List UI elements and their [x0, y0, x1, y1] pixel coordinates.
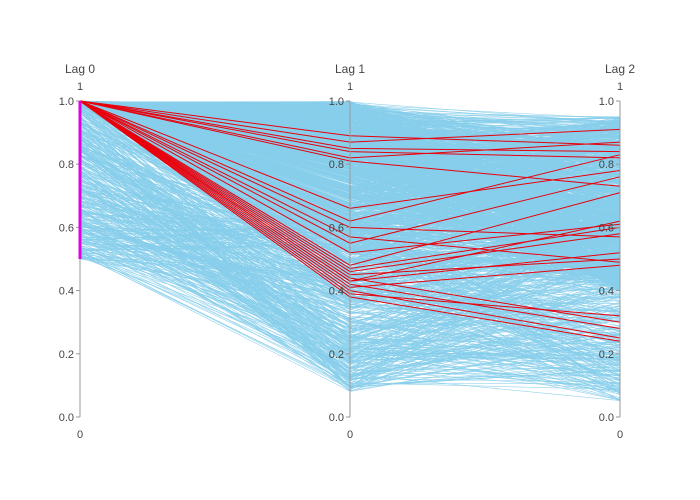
tick-label: 0.0 [59, 412, 74, 424]
axis-range-max: 1 [347, 81, 353, 93]
tick-label: 0.2 [599, 349, 614, 361]
axis-lag-0[interactable]: Lag 0 1 00.0 0.2 0.4 0.6 0.8 1.0 [59, 62, 96, 441]
tick-label: 0.8 [599, 159, 614, 171]
axis-range-min: 0 [77, 429, 83, 441]
tick-label: 0.4 [329, 286, 344, 298]
tick-label: 0.4 [59, 286, 74, 298]
tick-label: 0.2 [329, 349, 344, 361]
tick-label: 0.4 [599, 286, 614, 298]
tick-label: 0.2 [59, 349, 74, 361]
tick-label: 0.6 [329, 222, 344, 234]
axis-range-max: 1 [617, 81, 623, 93]
axis-title[interactable]: Lag 1 [335, 62, 365, 76]
tick-label: 1.0 [599, 96, 614, 108]
axis-range-min: 0 [617, 429, 623, 441]
axis-range-min: 0 [347, 429, 353, 441]
tick-label: 0.0 [599, 412, 614, 424]
axis-title[interactable]: Lag 2 [605, 62, 635, 76]
axis-lag-2[interactable]: Lag 2 1 00.0 0.2 0.4 0.6 0.8 1.0 [599, 62, 636, 441]
axis-title[interactable]: Lag 0 [65, 62, 95, 76]
tick-label: 0.8 [59, 159, 74, 171]
tick-label: 0.6 [599, 222, 614, 234]
tick-label: 0.6 [59, 222, 74, 234]
tick-label: 0.0 [329, 412, 344, 424]
tick-label: 0.8 [329, 159, 344, 171]
axis-lag-1[interactable]: Lag 1 1 00.0 0.2 0.4 0.6 0.8 1.0 [329, 62, 366, 441]
tick-label: 1.0 [329, 96, 344, 108]
axis-range-max: 1 [77, 81, 83, 93]
tick-label: 1.0 [59, 96, 74, 108]
